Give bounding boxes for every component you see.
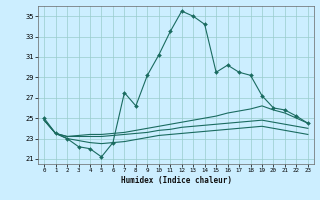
X-axis label: Humidex (Indice chaleur): Humidex (Indice chaleur) (121, 176, 231, 185)
